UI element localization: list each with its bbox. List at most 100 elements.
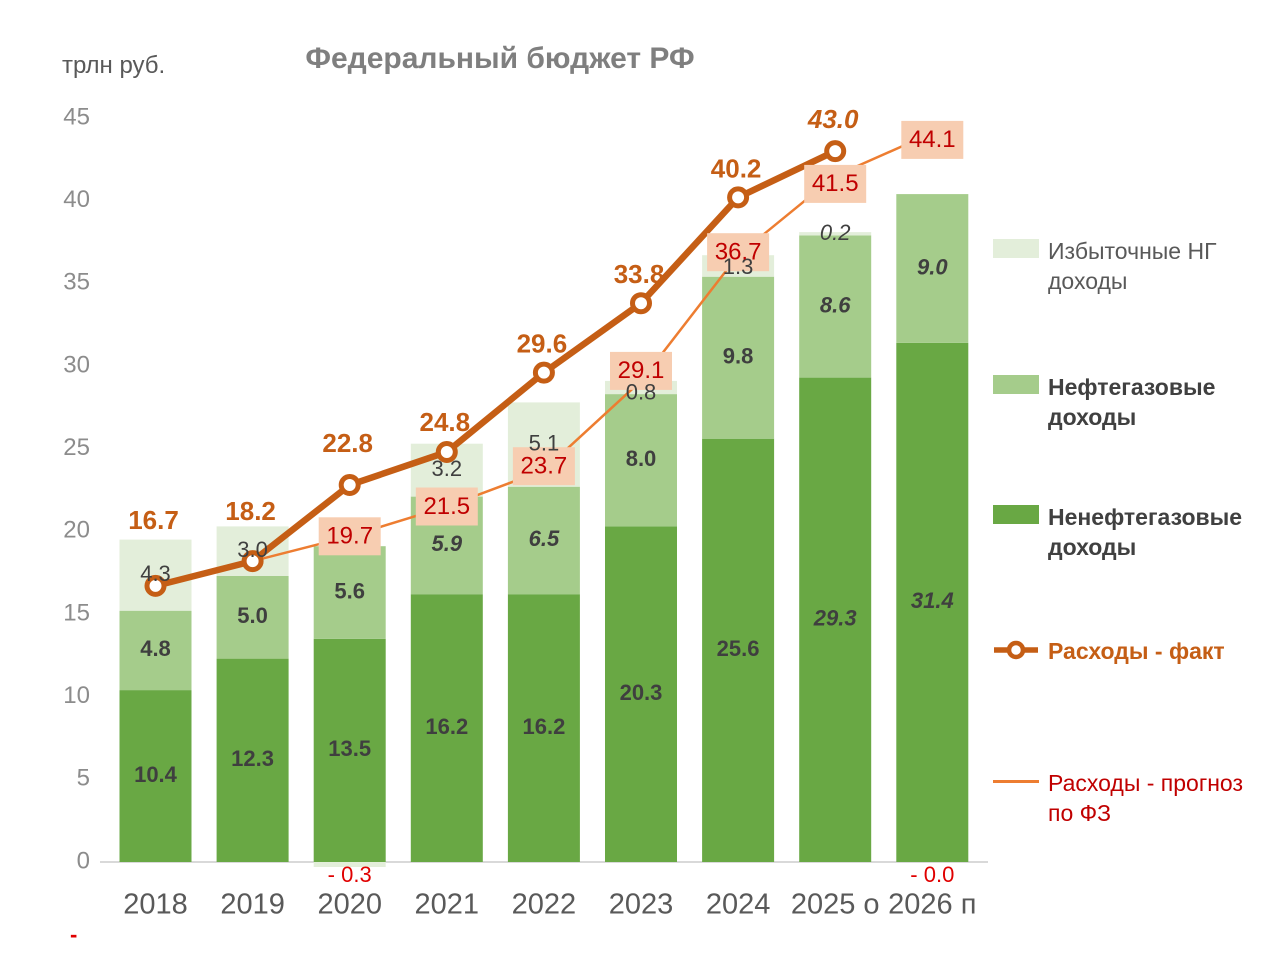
actual-expenses-line — [154, 148, 837, 590]
chart-legend: Избыточные НГ доходы Нефтегазовые доходы Н… — [993, 0, 1278, 960]
bar-value-label: 5.0 — [237, 603, 268, 628]
bar-segment-2023-1 — [605, 394, 677, 527]
actual-expenses-marker — [241, 550, 264, 573]
y-axis-tick: 30 — [63, 351, 90, 378]
actual-expenses-value-label: 18.2 — [225, 496, 276, 526]
bar-segment-2023-0 — [605, 526, 677, 862]
bar-value-label: 4.8 — [140, 636, 171, 661]
x-axis-label: 2018 — [123, 889, 188, 921]
bar-segment-2026 п-1 — [896, 194, 969, 343]
bar-value-label: 9.0 — [917, 254, 948, 279]
bar-value-label: 16.2 — [522, 714, 565, 739]
bar-segment-2020-0 — [313, 638, 386, 862]
bar-value-label: 10.4 — [134, 762, 178, 787]
bar-value-label: 12.3 — [231, 746, 274, 771]
bar-value-label: 6.5 — [529, 526, 560, 551]
y-axis-tick: 0 — [77, 847, 90, 874]
actual-expenses-value-label: 22.8 — [322, 428, 373, 458]
bar-value-label: 5.9 — [432, 531, 463, 556]
stray-dash-mark: - — [70, 922, 78, 947]
actual-expenses-value-label: 40.2 — [711, 153, 762, 183]
y-axis-tick: 5 — [77, 765, 90, 792]
x-axis-label: 2026 п — [888, 889, 976, 921]
bar-segment-2022-0 — [507, 594, 580, 862]
forecast-value-label: 41.5 — [812, 170, 859, 197]
legend-label: Ненефтегазовые доходы — [1048, 504, 1243, 561]
negative-value-label: - 0.0 — [910, 862, 954, 887]
bar-value-label: 16.2 — [425, 714, 468, 739]
bar-value-label: 8.0 — [626, 446, 657, 471]
forecast-value-label-box — [512, 447, 575, 486]
legend-swatch-box — [993, 505, 1039, 524]
actual-expenses-marker — [532, 361, 555, 384]
bar-value-label: 13.5 — [328, 736, 371, 761]
bar-segment-2020-2-negative — [313, 862, 386, 867]
actual-expenses-marker — [144, 574, 167, 597]
bar-segment-2024-1 — [702, 276, 775, 439]
legend-item-0: Избыточные НГ доходы — [993, 236, 1270, 297]
y-axis-tick: 20 — [63, 517, 90, 544]
forecast-value-label: 21.5 — [423, 493, 470, 520]
bar-segment-2022-1 — [507, 486, 580, 595]
bar-segment-2026 п-0 — [896, 342, 969, 862]
bar-value-label: 5.6 — [334, 578, 365, 603]
forecast-value-label-box — [610, 351, 672, 390]
forecast-value-label-box — [318, 517, 381, 556]
bar-value-label: 8.6 — [820, 292, 851, 317]
forecast-value-label: 29.1 — [618, 357, 665, 384]
x-axis-label: 2022 — [512, 889, 577, 921]
bar-value-label: 29.3 — [813, 606, 857, 631]
legend-label: Расходы - прогноз по ФЗ — [1048, 770, 1243, 827]
actual-expenses-value-label: 43.0 — [807, 104, 859, 134]
bar-value-label: 4.3 — [140, 561, 171, 586]
y-axis-tick: 40 — [63, 186, 90, 213]
bar-value-label: 3.0 — [237, 537, 268, 562]
actual-expenses-marker — [727, 186, 750, 209]
bar-segment-2025 о-2 — [799, 232, 872, 236]
bar-segment-2025 о-0 — [799, 377, 872, 862]
bar-value-label: 0.8 — [626, 380, 657, 405]
legend-swatch-line-icon — [993, 780, 1039, 783]
bar-value-label: 0.2 — [820, 220, 851, 245]
actual-expenses-marker — [435, 441, 458, 463]
bar-segment-2019-0 — [216, 658, 289, 862]
bar-value-label: 1.3 — [723, 254, 754, 279]
y-axis-tick: 25 — [63, 434, 90, 461]
bar-segment-2018-0 — [119, 690, 192, 862]
bar-value-label: 20.3 — [620, 680, 663, 705]
legend-label: Расходы - факт — [1048, 638, 1225, 664]
actual-expenses-value-label: 24.8 — [419, 407, 470, 437]
forecast-value-label: 44.1 — [909, 126, 956, 153]
legend-item-4: Расходы - прогноз по ФЗ — [993, 768, 1270, 829]
negative-value-label: - 0.3 — [328, 862, 372, 887]
x-axis-label: 2019 — [220, 889, 285, 921]
legend-item-2: Ненефтегазовые доходы — [993, 502, 1270, 563]
bar-segment-2025 о-1 — [799, 235, 872, 378]
actual-expenses-value-label: 16.7 — [128, 505, 179, 535]
forecast-value-label-box — [415, 487, 478, 526]
bar-value-label: 31.4 — [911, 588, 954, 613]
bar-value-label: 5.1 — [529, 430, 560, 455]
actual-expenses-value-label: 33.8 — [614, 259, 665, 289]
bar-value-label: 3.2 — [432, 456, 463, 481]
x-axis-label: 2021 — [415, 889, 480, 921]
legend-item-1: Нефтегазовые доходы — [993, 372, 1270, 433]
y-axis-tick: 35 — [63, 269, 90, 296]
bar-segment-2021-0 — [410, 594, 483, 862]
actual-expenses-marker — [338, 474, 361, 496]
chart-title: Федеральный бюджет РФ — [305, 42, 695, 75]
forecast-value-label: 36.7 — [715, 239, 762, 266]
legend-swatch-box — [993, 375, 1039, 394]
x-axis-label: 2023 — [609, 889, 674, 921]
bar-segment-2018-1 — [119, 610, 192, 691]
x-axis-label: 2025 о — [791, 889, 880, 921]
forecast-value-label: 23.7 — [521, 453, 568, 480]
forecast-value-label-box — [804, 164, 867, 203]
bar-value-label: 9.8 — [723, 344, 754, 369]
actual-expenses-value-label: 29.6 — [517, 328, 568, 358]
legend-swatch-box — [993, 239, 1039, 258]
x-axis-label: 2024 — [706, 889, 771, 921]
